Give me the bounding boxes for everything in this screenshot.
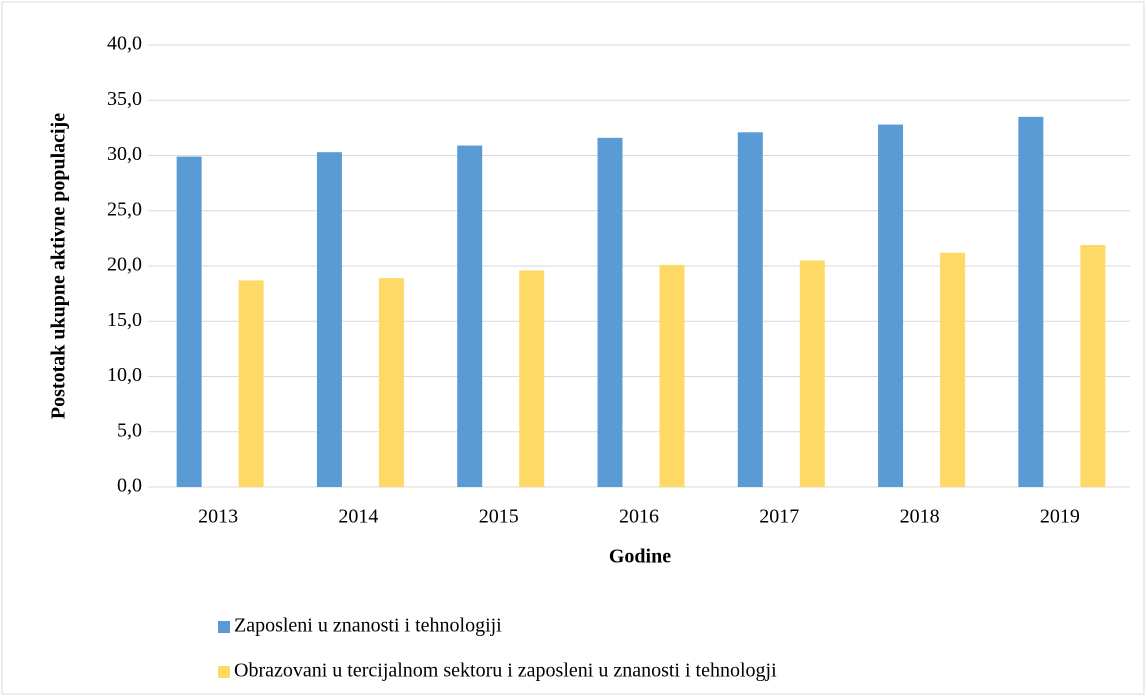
x-axis-label: Godine <box>609 546 671 568</box>
bar <box>1018 116 1044 487</box>
y-tick-label: 40,0 <box>107 33 142 55</box>
bar <box>316 152 342 487</box>
bar <box>238 280 264 487</box>
bar <box>519 270 545 487</box>
bar <box>737 132 763 488</box>
y-tick-label: 30,0 <box>107 143 142 165</box>
x-tick-label: 2018 <box>900 506 940 528</box>
y-tick-label: 0,0 <box>117 475 142 497</box>
x-tick-label: 2019 <box>1040 506 1080 528</box>
y-tick-label: 35,0 <box>107 88 142 110</box>
bar <box>878 124 904 487</box>
bar <box>1080 245 1106 487</box>
bar <box>378 278 404 487</box>
bar <box>940 252 966 487</box>
bar <box>176 156 202 488</box>
x-tick-label: 2016 <box>619 506 659 528</box>
x-tick-label: 2013 <box>198 506 238 528</box>
x-tick-label: 2015 <box>479 506 519 528</box>
bar <box>597 137 623 487</box>
bar <box>799 260 825 487</box>
bar <box>659 264 685 487</box>
y-tick-label: 10,0 <box>107 364 142 386</box>
legend-swatch <box>218 621 230 633</box>
y-tick-label: 25,0 <box>107 198 142 220</box>
legend-swatch <box>218 666 230 678</box>
bar <box>457 145 483 487</box>
y-tick-label: 20,0 <box>107 254 142 276</box>
y-axis-label: Postotak ukupne aktivne populacije <box>48 113 70 419</box>
x-tick-label: 2017 <box>759 506 799 528</box>
legend-label: Obrazovani u tercijalnom sektoru i zapos… <box>234 660 777 682</box>
legend-label: Zaposleni u znanosti i tehnologiji <box>234 615 502 637</box>
y-tick-label: 5,0 <box>117 419 142 441</box>
x-tick-label: 2014 <box>338 506 378 528</box>
y-tick-label: 15,0 <box>107 309 142 331</box>
